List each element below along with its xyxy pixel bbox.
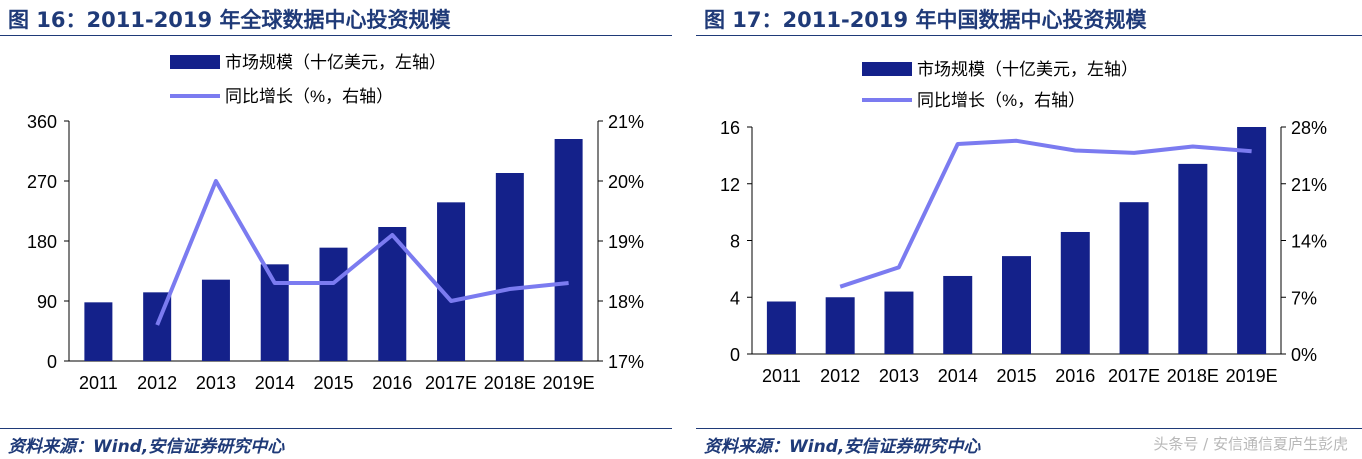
bar	[884, 291, 914, 354]
x-tick-label: 2017E	[1108, 366, 1160, 386]
bar	[260, 264, 289, 361]
right-tick-label: 0%	[1291, 345, 1317, 365]
figure-title: 图 17：2011-2019 年中国数据中心投资规模	[704, 8, 1147, 32]
bar	[495, 173, 524, 361]
x-tick-label: 2018E	[1167, 366, 1219, 386]
x-tick-label: 2019E	[543, 373, 595, 393]
left-tick-label: 360	[27, 112, 57, 132]
bar	[766, 301, 796, 354]
bar	[1119, 202, 1149, 354]
bar	[201, 279, 230, 361]
x-tick-label: 2015	[313, 373, 353, 393]
left-tick-label: 4	[730, 288, 740, 308]
bar	[437, 202, 466, 361]
source-note: 资料来源：Wind,安信证券研究中心	[8, 437, 285, 457]
bar	[554, 139, 583, 361]
x-tick-label: 2012	[820, 366, 860, 386]
figure-16: 图 16：2011-2019 年全球数据中心投资规模 市场规模（十亿美元，左轴）…	[0, 0, 676, 459]
bar	[1178, 163, 1208, 354]
x-tick-label: 2016	[372, 373, 412, 393]
x-tick-label: 2019E	[1226, 366, 1278, 386]
figure-17: 图 17：2011-2019 年中国数据中心投资规模 市场规模（十亿美元，左轴）…	[696, 0, 1362, 459]
left-tick-label: 8	[730, 232, 740, 252]
right-tick-label: 20%	[608, 172, 644, 192]
legend-bar-label: 市场规模（十亿美元，左轴）	[917, 60, 1138, 79]
left-tick-label: 12	[720, 175, 740, 195]
legend-bar-label: 市场规模（十亿美元，左轴）	[225, 53, 446, 72]
right-tick-label: 28%	[1291, 118, 1327, 138]
title-divider	[0, 35, 672, 36]
x-tick-label: 2011	[79, 373, 118, 393]
title-divider	[696, 35, 1362, 36]
x-tick-label: 2013	[196, 373, 236, 393]
left-tick-label: 0	[730, 345, 740, 365]
left-tick-label: 180	[27, 232, 57, 252]
left-tick-label: 0	[47, 352, 57, 372]
source-divider	[696, 428, 1362, 429]
bar	[1060, 231, 1090, 354]
figure-title: 图 16：2011-2019 年全球数据中心投资规模	[8, 8, 451, 32]
left-tick-label: 270	[27, 172, 57, 192]
bar	[1237, 127, 1267, 354]
right-tick-label: 21%	[1291, 175, 1327, 195]
right-tick-label: 14%	[1291, 232, 1327, 252]
left-tick-label: 90	[37, 292, 57, 312]
x-tick-label: 2016	[1055, 366, 1095, 386]
bar	[943, 275, 973, 354]
right-tick-label: 7%	[1291, 288, 1317, 308]
x-tick-label: 2011	[762, 366, 801, 386]
legend-line-label: 同比增长（%，右轴）	[917, 91, 1085, 110]
bar	[825, 297, 855, 354]
left-tick-label: 16	[720, 118, 740, 138]
source-note: 资料来源：Wind,安信证券研究中心	[704, 437, 981, 457]
legend-line-label: 同比增长（%，右轴）	[225, 87, 393, 106]
x-tick-label: 2018E	[484, 373, 536, 393]
bar	[378, 227, 407, 361]
right-tick-label: 19%	[608, 232, 644, 252]
x-tick-label: 2014	[938, 366, 978, 386]
x-tick-label: 2012	[137, 373, 177, 393]
x-tick-label: 2015	[996, 366, 1036, 386]
growth-line	[839, 138, 1252, 289]
watermark: 头条号 / 安信通信夏庐生彭虎	[1153, 435, 1348, 453]
x-tick-label: 2017E	[425, 373, 477, 393]
chart-global-investment: 市场规模（十亿美元，左轴） 同比增长（%，右轴） 0 90 180 270 360 17% 18…	[27, 53, 644, 393]
right-tick-label: 17%	[608, 352, 644, 372]
bar	[1002, 256, 1031, 354]
right-tick-label: 18%	[608, 292, 644, 312]
right-tick-label: 21%	[608, 112, 644, 132]
source-divider	[0, 428, 672, 429]
x-tick-label: 2013	[879, 366, 919, 386]
bar	[84, 302, 113, 361]
growth-line	[155, 179, 569, 326]
bar	[319, 247, 348, 361]
legend-bar-swatch	[170, 55, 220, 69]
x-tick-label: 2014	[255, 373, 295, 393]
legend-bar-swatch	[862, 62, 912, 76]
chart-china-investment: 市场规模（十亿美元，左轴） 同比增长（%，右轴） 0 4 8 12 16 0% 7% 14% 21%…	[720, 60, 1327, 386]
